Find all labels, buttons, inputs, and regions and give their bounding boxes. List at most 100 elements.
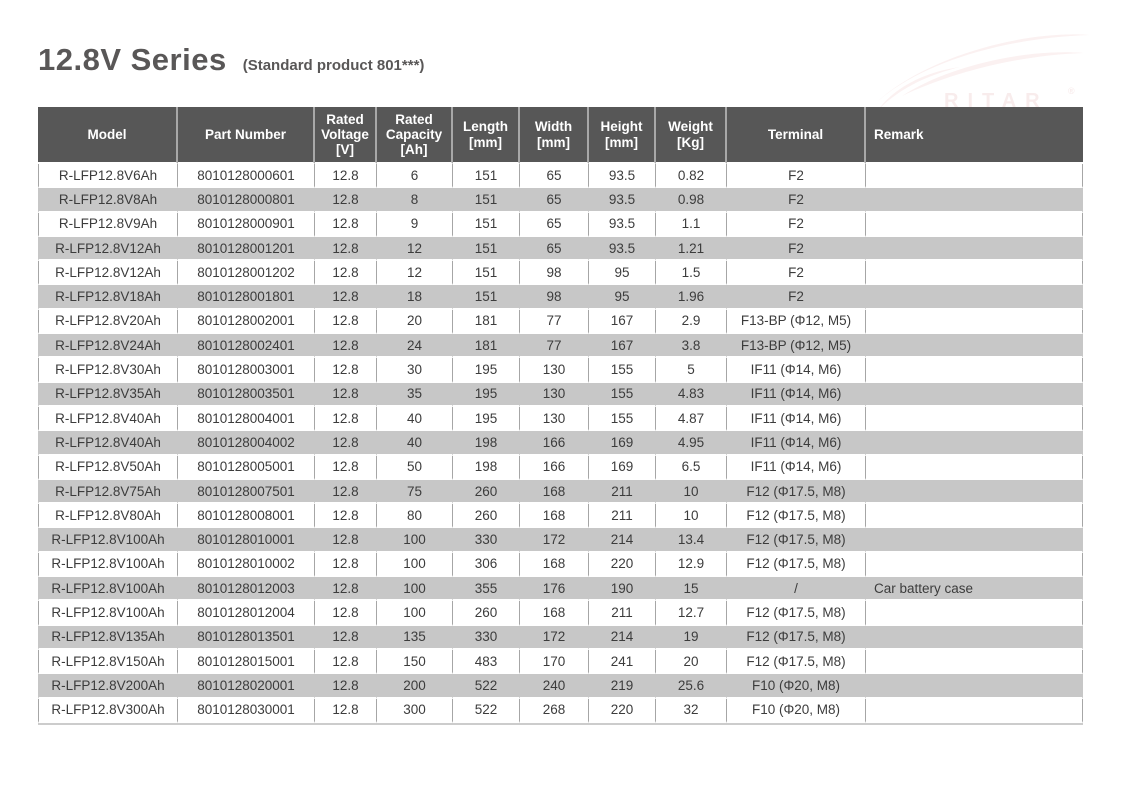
table-cell-terminal: F12 (Φ17.5, M8) xyxy=(727,479,866,505)
table-cell-length: 195 xyxy=(453,406,520,432)
table-cell-width: 240 xyxy=(520,674,589,699)
table-cell-weight: 1.21 xyxy=(656,236,727,262)
table-row: R-LFP12.8V100Ah 8010128010002 12.8 100 306 16… xyxy=(38,552,1083,578)
column-header-rated_capacity: Rated Capacity [Ah] xyxy=(377,107,453,164)
table-cell-rated_capacity: 12 xyxy=(377,236,453,262)
table-cell-model: R-LFP12.8V12Ah xyxy=(38,236,178,262)
table-cell-terminal: / xyxy=(727,577,866,602)
table-cell-width: 65 xyxy=(520,164,589,189)
table-cell-length: 260 xyxy=(453,601,520,626)
table-cell-remark xyxy=(866,309,1083,335)
column-header-remark: Remark xyxy=(866,107,1083,164)
table-cell-remark xyxy=(866,698,1083,723)
table-cell-width: 130 xyxy=(520,382,589,407)
table-cell-height: 169 xyxy=(589,455,656,480)
table-cell-remark xyxy=(866,382,1083,407)
table-cell-part_number: 8010128013501 xyxy=(178,625,315,650)
table-cell-part_number: 8010128010002 xyxy=(178,552,315,578)
table-cell-rated_capacity: 20 xyxy=(377,309,453,335)
table-cell-rated_voltage: 12.8 xyxy=(315,552,377,578)
table-cell-width: 130 xyxy=(520,358,589,383)
table-cell-part_number: 8010128007501 xyxy=(178,479,315,505)
table-cell-terminal: F12 (Φ17.5, M8) xyxy=(727,552,866,578)
table-row: R-LFP12.8V24Ah 8010128002401 12.8 24 181 77 16… xyxy=(38,334,1083,359)
table-cell-rated_capacity: 50 xyxy=(377,455,453,480)
table-row: R-LFP12.8V135Ah 8010128013501 12.8 135 330 17… xyxy=(38,625,1083,650)
table-cell-weight: 4.87 xyxy=(656,406,727,432)
table-cell-height: 190 xyxy=(589,577,656,602)
table-cell-model: R-LFP12.8V75Ah xyxy=(38,479,178,505)
table-cell-length: 306 xyxy=(453,552,520,578)
table-cell-rated_voltage: 12.8 xyxy=(315,649,377,675)
table-cell-height: 93.5 xyxy=(589,164,656,189)
table-cell-height: 93.5 xyxy=(589,212,656,237)
table-cell-width: 77 xyxy=(520,334,589,359)
table-cell-length: 181 xyxy=(453,309,520,335)
table-cell-model: R-LFP12.8V8Ah xyxy=(38,188,178,213)
table-cell-height: 211 xyxy=(589,504,656,529)
table-cell-model: R-LFP12.8V100Ah xyxy=(38,577,178,602)
column-header-width: Width [mm] xyxy=(520,107,589,164)
table-cell-part_number: 8010128003001 xyxy=(178,358,315,383)
table-cell-part_number: 8010128015001 xyxy=(178,649,315,675)
table-row: R-LFP12.8V150Ah 8010128015001 12.8 150 483 17… xyxy=(38,649,1083,675)
table-cell-part_number: 8010128000601 xyxy=(178,164,315,189)
table-cell-model: R-LFP12.8V12Ah xyxy=(38,261,178,286)
table-cell-rated_voltage: 12.8 xyxy=(315,528,377,553)
table-cell-remark xyxy=(866,406,1083,432)
table-cell-remark xyxy=(866,261,1083,286)
table-cell-rated_voltage: 12.8 xyxy=(315,674,377,699)
table-header: Model Part Number Rated Voltage [V] Rated C… xyxy=(38,107,1083,164)
table-cell-rated_capacity: 24 xyxy=(377,334,453,359)
table-cell-height: 167 xyxy=(589,309,656,335)
table-cell-remark xyxy=(866,649,1083,675)
table-cell-length: 151 xyxy=(453,188,520,213)
table-cell-part_number: 8010128001801 xyxy=(178,285,315,310)
table-cell-width: 98 xyxy=(520,261,589,286)
table-cell-height: 169 xyxy=(589,431,656,456)
table-cell-width: 168 xyxy=(520,479,589,505)
table-cell-terminal: F10 (Φ20, M8) xyxy=(727,674,866,699)
table-cell-remark xyxy=(866,431,1083,456)
table-row: R-LFP12.8V40Ah 8010128004001 12.8 40 195 130 1… xyxy=(38,406,1083,432)
table-row: R-LFP12.8V100Ah 8010128012004 12.8 100 260 16… xyxy=(38,601,1083,626)
table-cell-rated_voltage: 12.8 xyxy=(315,577,377,602)
table-cell-width: 98 xyxy=(520,285,589,310)
table-cell-remark xyxy=(866,164,1083,189)
table-cell-weight: 19 xyxy=(656,625,727,650)
table-row: R-LFP12.8V35Ah 8010128003501 12.8 35 195 130 1… xyxy=(38,382,1083,407)
table-cell-part_number: 8010128030001 xyxy=(178,698,315,723)
table-row: R-LFP12.8V8Ah 8010128000801 12.8 8 151 65 93.5… xyxy=(38,188,1083,213)
table-row: R-LFP12.8V12Ah 8010128001201 12.8 12 151 65 93… xyxy=(38,236,1083,262)
table-cell-height: 167 xyxy=(589,334,656,359)
table-row: R-LFP12.8V75Ah 8010128007501 12.8 75 260 168 2… xyxy=(38,479,1083,505)
table-cell-weight: 10 xyxy=(656,479,727,505)
table-cell-rated_capacity: 100 xyxy=(377,577,453,602)
ritar-logo-watermark: RITAR ® xyxy=(877,34,1090,112)
table-cell-width: 65 xyxy=(520,212,589,237)
table-body: R-LFP12.8V6Ah 8010128000601 12.8 6 151 65 93.5… xyxy=(38,164,1083,723)
table-cell-weight: 0.98 xyxy=(656,188,727,213)
table-cell-height: 155 xyxy=(589,382,656,407)
watermark-registered-mark: ® xyxy=(1068,86,1075,96)
table-cell-part_number: 8010128003501 xyxy=(178,382,315,407)
column-header-height: Height [mm] xyxy=(589,107,656,164)
table-cell-remark xyxy=(866,455,1083,480)
table-row: R-LFP12.8V12Ah 8010128001202 12.8 12 151 98 95… xyxy=(38,261,1083,286)
table-cell-weight: 5 xyxy=(656,358,727,383)
table-cell-terminal: F12 (Φ17.5, M8) xyxy=(727,528,866,553)
table-cell-length: 198 xyxy=(453,455,520,480)
table-cell-weight: 10 xyxy=(656,504,727,529)
table-cell-length: 355 xyxy=(453,577,520,602)
table-row: R-LFP12.8V30Ah 8010128003001 12.8 30 195 130 1… xyxy=(38,358,1083,383)
table-cell-model: R-LFP12.8V100Ah xyxy=(38,601,178,626)
page-header: 12.8V Series (Standard product 801***) xyxy=(38,42,424,78)
table-cell-weight: 32 xyxy=(656,698,727,723)
table-cell-width: 65 xyxy=(520,236,589,262)
table-cell-rated_capacity: 100 xyxy=(377,601,453,626)
column-header-terminal: Terminal xyxy=(727,107,866,164)
table-cell-part_number: 8010128004001 xyxy=(178,406,315,432)
table-cell-rated_voltage: 12.8 xyxy=(315,334,377,359)
table-cell-part_number: 8010128000801 xyxy=(178,188,315,213)
table-cell-terminal: F2 xyxy=(727,261,866,286)
